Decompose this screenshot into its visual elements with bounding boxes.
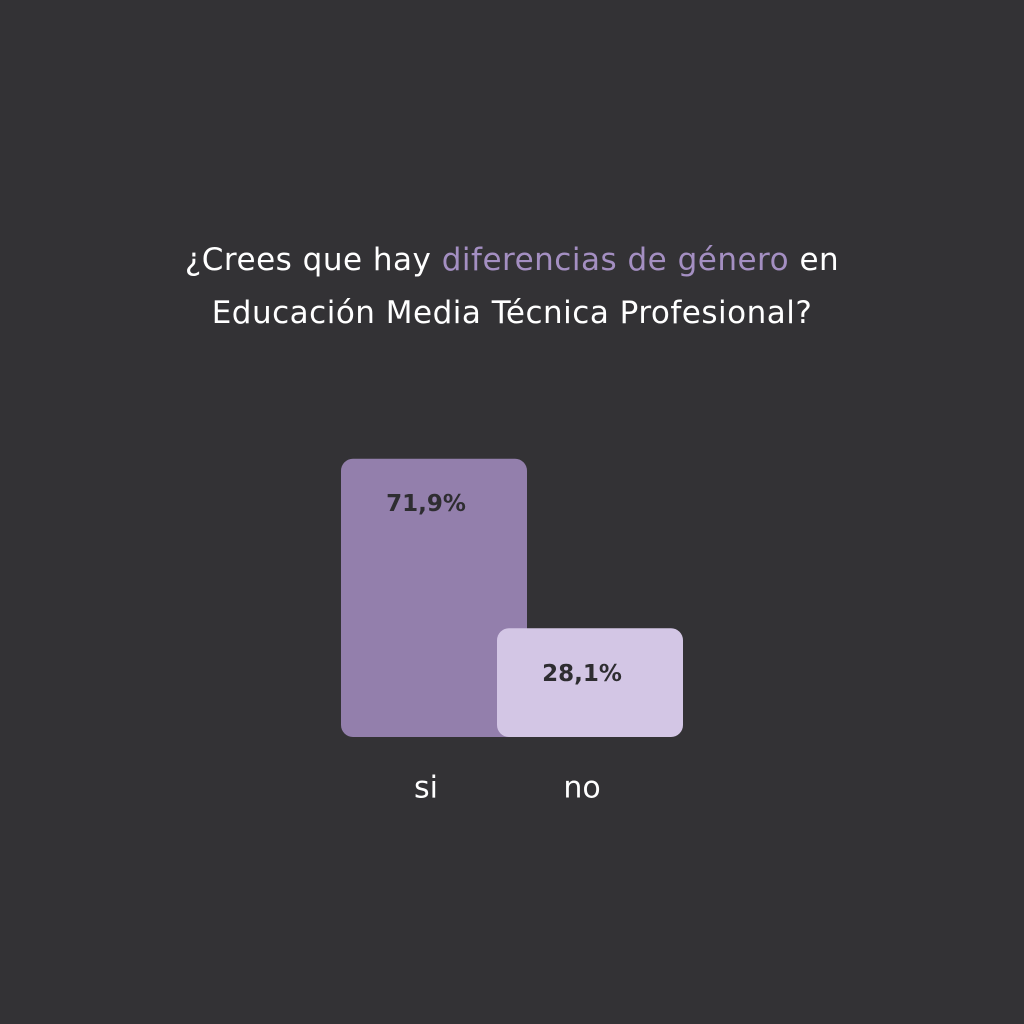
value-label: 28,1% xyxy=(542,661,622,687)
x-tick-label: si xyxy=(414,771,438,806)
value-label: 71,9% xyxy=(386,491,466,517)
chart-title: ¿Crees que hay diferencias de género en E… xyxy=(0,234,1024,340)
title-part: en xyxy=(799,242,840,278)
bar xyxy=(497,628,683,737)
bar xyxy=(341,458,527,737)
title-highlight: diferencias de género xyxy=(441,242,790,278)
x-tick-label: no xyxy=(563,771,600,806)
title-part: Educación Media Técnica Profesional? xyxy=(211,295,813,331)
title-part: ¿Crees que hay xyxy=(184,242,432,278)
